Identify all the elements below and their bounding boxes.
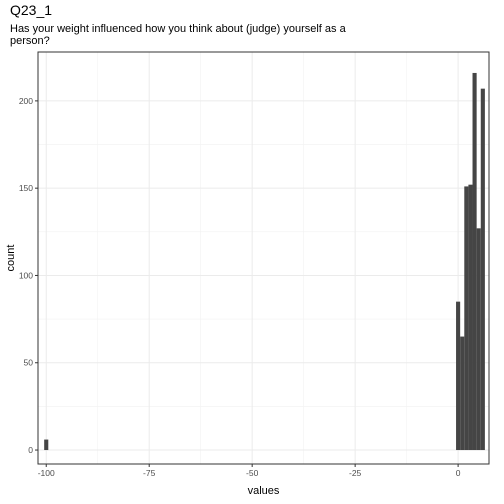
histogram-bar (44, 439, 49, 451)
y-tick-label: 0 (28, 445, 33, 455)
histogram-bar (472, 72, 477, 451)
y-tick-label: 200 (19, 96, 33, 106)
histogram-bars (44, 72, 485, 451)
x-tick-label: -75 (143, 468, 156, 478)
chart-subtitle-line-1: Has your weight influenced how you think… (10, 23, 347, 35)
y-tick-label: 150 (19, 183, 33, 193)
x-tick-label: 0 (456, 468, 461, 478)
axes: -100 -75 -50 -25 0 0 50 100 150 200 (19, 96, 461, 478)
histogram-bar (476, 228, 481, 451)
histogram-bar (468, 184, 473, 451)
y-tick-label: 50 (24, 358, 34, 368)
x-axis-title: values (248, 485, 280, 497)
histogram-bar (456, 301, 461, 451)
panel-border (37, 51, 490, 465)
grid-lines (38, 52, 489, 464)
histogram-bar (460, 336, 465, 451)
y-tick-label: 100 (19, 270, 33, 280)
x-tick-label: -25 (349, 468, 362, 478)
y-axis-title: count (5, 245, 17, 272)
chart-subtitle-line-2: person? (10, 35, 50, 47)
chart-title: Q23_1 (10, 2, 52, 18)
histogram-bar (464, 186, 469, 451)
x-tick-label: -50 (246, 468, 259, 478)
histogram-bar (480, 88, 485, 451)
x-tick-label: -100 (38, 468, 55, 478)
